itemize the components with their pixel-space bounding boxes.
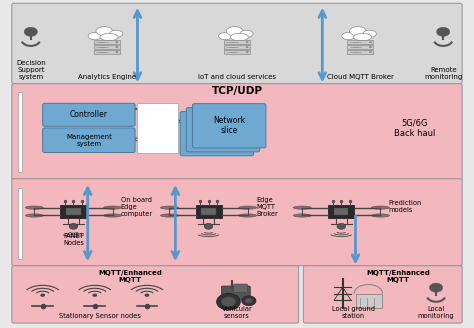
Text: Local
monitoring: Local monitoring <box>418 306 455 319</box>
Circle shape <box>40 294 45 297</box>
FancyBboxPatch shape <box>221 286 250 299</box>
Circle shape <box>115 41 118 43</box>
FancyBboxPatch shape <box>43 103 135 126</box>
Ellipse shape <box>160 206 178 209</box>
Circle shape <box>369 41 372 43</box>
Circle shape <box>369 51 372 53</box>
Ellipse shape <box>349 27 366 36</box>
Bar <box>94 45 119 49</box>
Text: Controller: Controller <box>70 110 108 119</box>
FancyBboxPatch shape <box>12 266 299 323</box>
Ellipse shape <box>103 214 121 217</box>
Ellipse shape <box>160 214 178 217</box>
Circle shape <box>246 51 248 53</box>
Text: Decision
Support
system: Decision Support system <box>16 60 46 80</box>
Text: Analytics Engine: Analytics Engine <box>78 74 136 80</box>
Ellipse shape <box>293 214 311 217</box>
Bar <box>347 50 374 54</box>
Circle shape <box>217 294 240 310</box>
Bar <box>94 50 119 54</box>
Bar <box>347 45 374 49</box>
Text: On board
Edge
computer: On board Edge computer <box>121 197 153 216</box>
Bar <box>328 205 355 218</box>
Circle shape <box>115 46 118 48</box>
Ellipse shape <box>25 206 43 209</box>
FancyBboxPatch shape <box>234 284 247 293</box>
Bar <box>334 208 348 215</box>
Text: Management
system: Management system <box>66 134 112 147</box>
FancyBboxPatch shape <box>12 84 462 180</box>
Circle shape <box>24 27 37 36</box>
Bar <box>18 92 22 172</box>
Ellipse shape <box>227 27 243 36</box>
Ellipse shape <box>230 33 248 41</box>
Ellipse shape <box>240 30 253 37</box>
Circle shape <box>437 27 450 36</box>
Circle shape <box>242 296 256 306</box>
Circle shape <box>69 223 78 229</box>
Text: Edge
MQTT
Broker: Edge MQTT Broker <box>256 197 278 216</box>
Ellipse shape <box>371 214 389 217</box>
Text: Local ground
station: Local ground station <box>332 306 374 319</box>
Ellipse shape <box>103 206 121 209</box>
Circle shape <box>245 298 253 303</box>
Circle shape <box>337 223 346 229</box>
Ellipse shape <box>219 32 232 40</box>
Bar <box>137 103 178 153</box>
Bar <box>201 208 216 215</box>
Text: Stationary Sensor nodes: Stationary Sensor nodes <box>59 313 140 319</box>
Text: Prediction
models: Prediction models <box>389 200 422 213</box>
Bar <box>66 208 81 215</box>
Bar <box>18 188 22 259</box>
Bar <box>224 45 250 49</box>
Text: TCP/UDP: TCP/UDP <box>211 86 263 96</box>
Ellipse shape <box>96 27 113 36</box>
Ellipse shape <box>100 33 118 41</box>
Bar <box>94 40 119 44</box>
Ellipse shape <box>342 32 355 40</box>
FancyBboxPatch shape <box>186 108 260 152</box>
Circle shape <box>246 41 248 43</box>
Ellipse shape <box>363 30 376 37</box>
Text: MQTT/Enhanced
MQTT: MQTT/Enhanced MQTT <box>366 270 430 283</box>
Circle shape <box>204 223 213 229</box>
Circle shape <box>92 294 97 297</box>
Bar <box>356 294 382 308</box>
Ellipse shape <box>88 32 101 40</box>
Ellipse shape <box>238 206 257 209</box>
Bar <box>347 40 374 44</box>
Text: Cloud MQTT Broker: Cloud MQTT Broker <box>327 74 394 80</box>
Text: Remote
monitoring: Remote monitoring <box>424 67 462 80</box>
Bar <box>224 50 250 54</box>
FancyBboxPatch shape <box>12 3 462 84</box>
Text: FANET
Nodes: FANET Nodes <box>63 233 84 246</box>
Ellipse shape <box>238 214 257 217</box>
Text: Vehicular
sensors: Vehicular sensors <box>222 306 252 319</box>
Bar <box>224 40 250 44</box>
Bar <box>195 205 221 218</box>
Ellipse shape <box>293 206 311 209</box>
Ellipse shape <box>371 206 389 209</box>
Circle shape <box>115 51 118 53</box>
Circle shape <box>145 294 149 297</box>
Text: IoT and cloud services: IoT and cloud services <box>198 74 276 80</box>
FancyBboxPatch shape <box>43 128 135 153</box>
Text: Network
slice: Network slice <box>213 116 246 135</box>
FancyBboxPatch shape <box>192 104 266 148</box>
Ellipse shape <box>25 214 43 217</box>
Circle shape <box>369 46 372 48</box>
FancyBboxPatch shape <box>12 179 462 266</box>
Circle shape <box>429 283 443 292</box>
FancyBboxPatch shape <box>180 112 254 156</box>
Text: MQTT/Enhanced
MQTT: MQTT/Enhanced MQTT <box>99 270 162 283</box>
FancyBboxPatch shape <box>303 266 462 323</box>
Ellipse shape <box>354 33 372 41</box>
Ellipse shape <box>109 30 123 37</box>
Circle shape <box>221 297 236 307</box>
Text: 5G/6G
Back haul: 5G/6G Back haul <box>394 118 436 138</box>
Circle shape <box>246 46 248 48</box>
Bar <box>61 205 86 218</box>
